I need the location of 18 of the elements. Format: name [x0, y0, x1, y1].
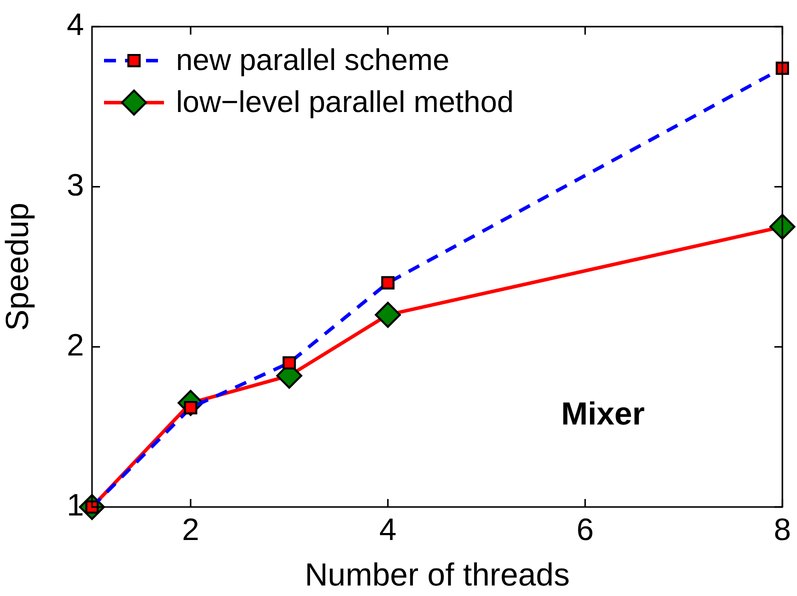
point — [282, 356, 296, 370]
x-tick-label: 4 — [379, 512, 396, 548]
x-tick-label: 6 — [576, 512, 594, 548]
point — [769, 214, 796, 240]
x-tick-label: 8 — [774, 512, 792, 548]
y-tick-label: 3 — [66, 167, 84, 202]
x-tick-label: 2 — [182, 512, 200, 548]
legend-label: new parallel scheme — [176, 44, 450, 77]
y-tick-label: 4 — [66, 7, 84, 42]
legend-label: low−level parallel method — [176, 86, 514, 119]
annotation: Mixer — [561, 396, 645, 432]
point — [776, 62, 790, 75]
x-axis-title: Number of threads — [304, 556, 570, 593]
point — [381, 276, 395, 290]
y-axis-title: Speedup — [0, 202, 36, 331]
y-tick-label: 1 — [66, 488, 84, 523]
point — [374, 302, 401, 328]
y-tick-label: 2 — [66, 327, 84, 362]
